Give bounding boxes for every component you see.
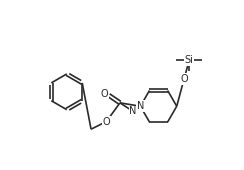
- Text: N: N: [137, 101, 144, 111]
- Text: O: O: [100, 89, 108, 99]
- Text: O: O: [180, 74, 188, 84]
- Text: O: O: [102, 117, 110, 126]
- Text: Si: Si: [185, 55, 193, 65]
- Text: N: N: [129, 106, 137, 116]
